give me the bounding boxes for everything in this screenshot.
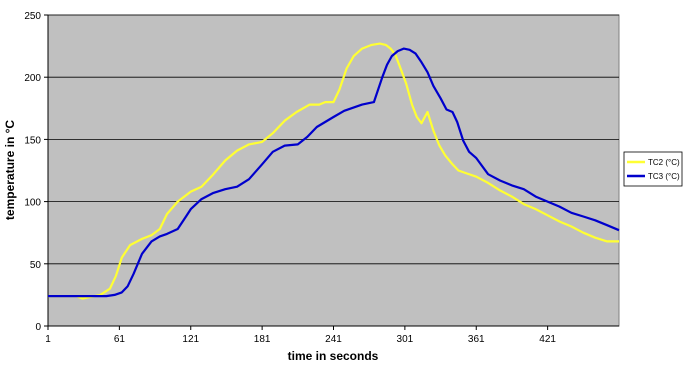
y-tick-labels: 0 50 100 150 200 250 xyxy=(24,11,41,333)
legend-entry-label: TC2 (°C) xyxy=(648,158,680,167)
x-tick-label: 241 xyxy=(325,334,342,345)
series-line-tc2 xyxy=(48,42,619,300)
y-tick-label: 250 xyxy=(24,11,41,22)
x-axis-label: time in seconds xyxy=(288,349,379,363)
x-tick-labels: 1 61 121 181 241 301 361 421 xyxy=(45,334,556,345)
x-tick-label: 61 xyxy=(114,334,126,345)
legend-box xyxy=(623,151,683,187)
x-tick-label: 301 xyxy=(397,334,414,345)
y-tick-label: 0 xyxy=(35,322,41,333)
legend: TC2 (°C) TC3 (°C) xyxy=(623,151,683,187)
y-tick-label: 50 xyxy=(30,260,42,271)
y-tick-label: 200 xyxy=(24,73,41,84)
plot-area xyxy=(47,14,620,327)
x-tick-label: 361 xyxy=(468,334,485,345)
x-tick-label: 181 xyxy=(254,334,271,345)
y-tick-label: 100 xyxy=(24,198,41,209)
x-tick-label: 121 xyxy=(182,334,199,345)
x-tick-label: 421 xyxy=(539,334,556,345)
y-tick-label: 150 xyxy=(24,135,41,146)
axes xyxy=(44,14,619,330)
series-line-tc3 xyxy=(48,47,620,298)
x-tick-label: 1 xyxy=(45,334,51,345)
series-lines xyxy=(48,42,620,300)
y-axis-label: temperature in °C xyxy=(3,120,17,220)
legend-entry-label: TC3 (°C) xyxy=(648,172,680,181)
